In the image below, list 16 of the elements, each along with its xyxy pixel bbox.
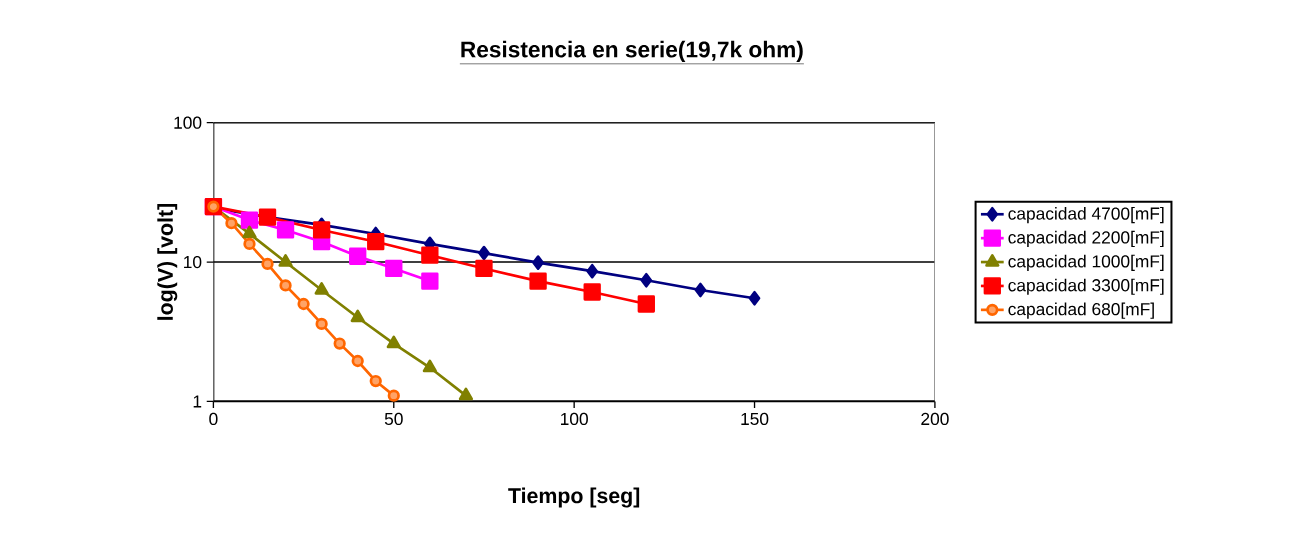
x-tick-label: 0 (209, 412, 218, 425)
x-tick-label: 100 (561, 412, 588, 425)
legend-label: capacidad 1000[mF] (1008, 254, 1164, 271)
x-tick-label: 200 (921, 412, 949, 425)
chart-title: Resistencia en serie(19,7k ohm) (461, 40, 803, 62)
legend-label: capacidad 4700[mF] (1008, 206, 1164, 224)
legend-label: capacidad 2200[mF] (1008, 230, 1164, 247)
legend-label: capacidad 680[mF] (1008, 302, 1154, 319)
x-axis-title: Tiempo [seg] (508, 487, 640, 508)
y-tick-label: 10 (184, 255, 202, 269)
x-tick-label: 50 (384, 412, 403, 425)
legend-label: capacidad 3300[mF] (1008, 278, 1164, 295)
x-tick-label: 150 (741, 412, 769, 425)
y-axis-title: log(V) [volt] (157, 203, 178, 320)
y-tick-label: 100 (174, 116, 202, 129)
y-tick-label: 1 (193, 395, 202, 408)
